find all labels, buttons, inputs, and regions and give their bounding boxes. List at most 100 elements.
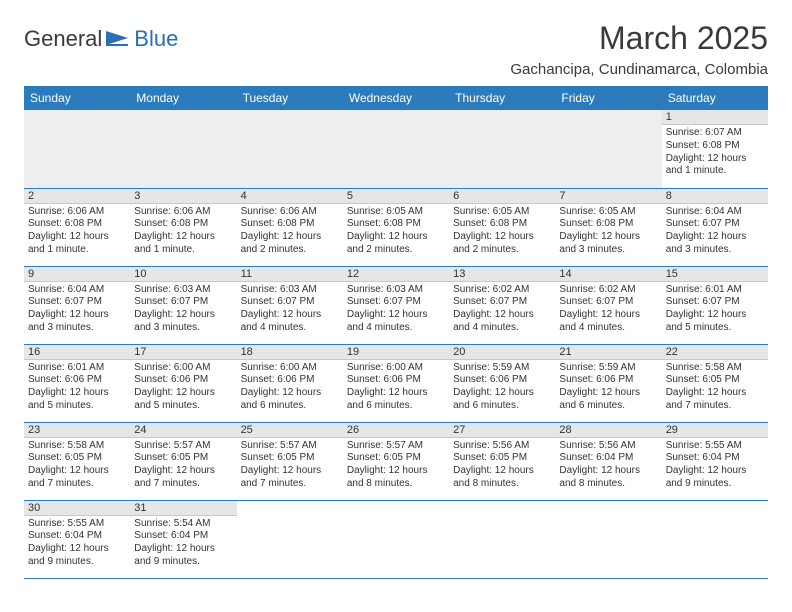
cell-body: Sunrise: 6:00 AMSunset: 6:06 PMDaylight:… <box>237 360 343 416</box>
day-number: 31 <box>130 501 236 516</box>
sunset-line: Sunset: 6:06 PM <box>241 374 339 387</box>
daylight-line: and 1 minute. <box>134 244 232 257</box>
daylight-line: Daylight: 12 hours <box>666 231 764 244</box>
daylight-line: and 7 minutes. <box>28 478 126 491</box>
daylight-line: and 3 minutes. <box>666 244 764 257</box>
daylight-line: Daylight: 12 hours <box>28 543 126 556</box>
cell-body: Sunrise: 6:03 AMSunset: 6:07 PMDaylight:… <box>343 282 449 338</box>
daylight-line: and 7 minutes. <box>666 400 764 413</box>
calendar-cell: 8Sunrise: 6:04 AMSunset: 6:07 PMDaylight… <box>662 188 768 266</box>
sunrise-line: Sunrise: 5:57 AM <box>134 440 232 453</box>
daylight-line: Daylight: 12 hours <box>28 465 126 478</box>
calendar-cell <box>449 110 555 188</box>
daylight-line: and 3 minutes. <box>559 244 657 257</box>
calendar-week-row: 2Sunrise: 6:06 AMSunset: 6:08 PMDaylight… <box>24 188 768 266</box>
cell-body: Sunrise: 6:06 AMSunset: 6:08 PMDaylight:… <box>24 204 130 260</box>
daylight-line: and 4 minutes. <box>347 322 445 335</box>
daylight-line: Daylight: 12 hours <box>347 387 445 400</box>
daylight-line: and 9 minutes. <box>28 556 126 569</box>
sunrise-line: Sunrise: 6:06 AM <box>241 206 339 219</box>
day-number: 10 <box>130 267 236 282</box>
calendar-week-row: 23Sunrise: 5:58 AMSunset: 6:05 PMDayligh… <box>24 422 768 500</box>
sunset-line: Sunset: 6:07 PM <box>453 296 551 309</box>
daylight-line: and 7 minutes. <box>241 478 339 491</box>
sunrise-line: Sunrise: 5:58 AM <box>666 362 764 375</box>
sunrise-line: Sunrise: 6:04 AM <box>666 206 764 219</box>
calendar-body: 1Sunrise: 6:07 AMSunset: 6:08 PMDaylight… <box>24 110 768 578</box>
calendar-cell: 15Sunrise: 6:01 AMSunset: 6:07 PMDayligh… <box>662 266 768 344</box>
cell-body: Sunrise: 6:05 AMSunset: 6:08 PMDaylight:… <box>555 204 661 260</box>
sunrise-line: Sunrise: 5:56 AM <box>559 440 657 453</box>
sunrise-line: Sunrise: 6:07 AM <box>666 127 764 140</box>
daylight-line: Daylight: 12 hours <box>559 387 657 400</box>
cell-body: Sunrise: 6:06 AMSunset: 6:08 PMDaylight:… <box>130 204 236 260</box>
daylight-line: and 4 minutes. <box>453 322 551 335</box>
daylight-line: Daylight: 12 hours <box>28 309 126 322</box>
calendar-cell <box>555 110 661 188</box>
daylight-line: and 2 minutes. <box>241 244 339 257</box>
daylight-line: Daylight: 12 hours <box>241 309 339 322</box>
day-number: 4 <box>237 189 343 204</box>
day-number: 23 <box>24 423 130 438</box>
calendar-cell <box>662 500 768 578</box>
sunset-line: Sunset: 6:07 PM <box>666 218 764 231</box>
daylight-line: and 8 minutes. <box>347 478 445 491</box>
daylight-line: Daylight: 12 hours <box>28 231 126 244</box>
calendar-cell: 30Sunrise: 5:55 AMSunset: 6:04 PMDayligh… <box>24 500 130 578</box>
sunset-line: Sunset: 6:07 PM <box>28 296 126 309</box>
cell-body: Sunrise: 5:58 AMSunset: 6:05 PMDaylight:… <box>662 360 768 416</box>
cell-body: Sunrise: 6:03 AMSunset: 6:07 PMDaylight:… <box>130 282 236 338</box>
cell-body: Sunrise: 6:01 AMSunset: 6:07 PMDaylight:… <box>662 282 768 338</box>
daylight-line: and 4 minutes. <box>559 322 657 335</box>
sunset-line: Sunset: 6:04 PM <box>134 530 232 543</box>
day-number: 14 <box>555 267 661 282</box>
daylight-line: Daylight: 12 hours <box>347 465 445 478</box>
calendar-cell <box>24 110 130 188</box>
cell-body: Sunrise: 6:07 AMSunset: 6:08 PMDaylight:… <box>662 125 768 181</box>
month-title: March 2025 <box>510 20 768 57</box>
calendar-cell: 4Sunrise: 6:06 AMSunset: 6:08 PMDaylight… <box>237 188 343 266</box>
sunrise-line: Sunrise: 6:05 AM <box>559 206 657 219</box>
cell-body: Sunrise: 5:54 AMSunset: 6:04 PMDaylight:… <box>130 516 236 572</box>
daylight-line: Daylight: 12 hours <box>666 309 764 322</box>
daylight-line: and 1 minute. <box>666 165 764 178</box>
daylight-line: and 4 minutes. <box>241 322 339 335</box>
daylight-line: Daylight: 12 hours <box>453 231 551 244</box>
sunrise-line: Sunrise: 6:00 AM <box>134 362 232 375</box>
calendar-cell: 27Sunrise: 5:56 AMSunset: 6:05 PMDayligh… <box>449 422 555 500</box>
daylight-line: and 8 minutes. <box>453 478 551 491</box>
daylight-line: and 6 minutes. <box>241 400 339 413</box>
calendar-cell: 29Sunrise: 5:55 AMSunset: 6:04 PMDayligh… <box>662 422 768 500</box>
calendar-cell: 25Sunrise: 5:57 AMSunset: 6:05 PMDayligh… <box>237 422 343 500</box>
sunset-line: Sunset: 6:08 PM <box>241 218 339 231</box>
sunset-line: Sunset: 6:06 PM <box>28 374 126 387</box>
cell-body: Sunrise: 6:05 AMSunset: 6:08 PMDaylight:… <box>449 204 555 260</box>
daylight-line: and 8 minutes. <box>559 478 657 491</box>
sunrise-line: Sunrise: 5:56 AM <box>453 440 551 453</box>
sunset-line: Sunset: 6:06 PM <box>559 374 657 387</box>
weekday-header: Tuesday <box>237 86 343 110</box>
cell-body: Sunrise: 6:04 AMSunset: 6:07 PMDaylight:… <box>24 282 130 338</box>
calendar-cell: 23Sunrise: 5:58 AMSunset: 6:05 PMDayligh… <box>24 422 130 500</box>
cell-body: Sunrise: 5:57 AMSunset: 6:05 PMDaylight:… <box>237 438 343 494</box>
weekday-header: Friday <box>555 86 661 110</box>
day-number: 26 <box>343 423 449 438</box>
logo-text-general: General <box>24 26 102 52</box>
day-number: 1 <box>662 110 768 125</box>
logo: General Blue <box>24 26 178 52</box>
daylight-line: and 9 minutes. <box>134 556 232 569</box>
day-number: 21 <box>555 345 661 360</box>
sunrise-line: Sunrise: 6:02 AM <box>453 284 551 297</box>
sunrise-line: Sunrise: 5:54 AM <box>134 518 232 531</box>
calendar-week-row: 1Sunrise: 6:07 AMSunset: 6:08 PMDaylight… <box>24 110 768 188</box>
sunrise-line: Sunrise: 6:03 AM <box>347 284 445 297</box>
calendar-cell: 12Sunrise: 6:03 AMSunset: 6:07 PMDayligh… <box>343 266 449 344</box>
day-number: 9 <box>24 267 130 282</box>
daylight-line: Daylight: 12 hours <box>347 231 445 244</box>
sunset-line: Sunset: 6:08 PM <box>28 218 126 231</box>
sunrise-line: Sunrise: 6:01 AM <box>28 362 126 375</box>
calendar-cell: 3Sunrise: 6:06 AMSunset: 6:08 PMDaylight… <box>130 188 236 266</box>
calendar-cell: 26Sunrise: 5:57 AMSunset: 6:05 PMDayligh… <box>343 422 449 500</box>
day-number: 2 <box>24 189 130 204</box>
sunset-line: Sunset: 6:05 PM <box>453 452 551 465</box>
